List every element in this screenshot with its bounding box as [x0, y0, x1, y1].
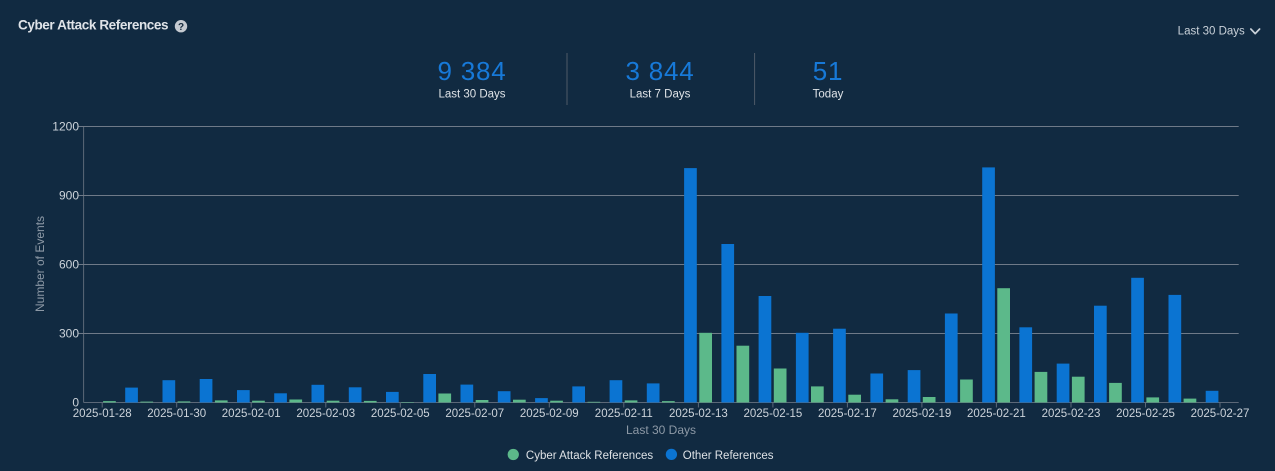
- svg-text:1200: 1200: [52, 120, 79, 134]
- svg-text:2025-01-30: 2025-01-30: [147, 408, 206, 420]
- svg-text:2025-02-05: 2025-02-05: [371, 408, 430, 420]
- svg-text:600: 600: [59, 258, 79, 272]
- svg-text:Last 30 Days: Last 30 Days: [626, 423, 696, 437]
- svg-text:2025-02-17: 2025-02-17: [818, 408, 877, 420]
- svg-text:0: 0: [72, 396, 79, 410]
- svg-text:Last 30 Days: Last 30 Days: [1178, 26, 1245, 38]
- svg-text:2025-02-01: 2025-02-01: [222, 408, 281, 420]
- svg-text:Last 7 Days: Last 7 Days: [630, 88, 691, 100]
- svg-text:2025-02-09: 2025-02-09: [520, 408, 579, 420]
- svg-text:2025-02-11: 2025-02-11: [595, 408, 653, 420]
- svg-text:Cyber Attack References: Cyber Attack References: [18, 18, 168, 33]
- svg-text:2025-02-21: 2025-02-21: [967, 408, 1026, 420]
- svg-text:2025-02-13: 2025-02-13: [669, 408, 728, 420]
- svg-text:?: ?: [178, 22, 184, 33]
- svg-text:Other References: Other References: [683, 450, 774, 462]
- svg-text:2025-02-03: 2025-02-03: [296, 408, 355, 420]
- svg-text:Today: Today: [813, 88, 844, 100]
- svg-text:300: 300: [59, 327, 79, 341]
- svg-text:2025-02-19: 2025-02-19: [892, 408, 951, 420]
- svg-text:2025-02-07: 2025-02-07: [445, 408, 504, 420]
- svg-text:900: 900: [59, 189, 79, 203]
- svg-text:Last 30 Days: Last 30 Days: [438, 88, 505, 100]
- svg-text:Cyber Attack References: Cyber Attack References: [526, 450, 653, 462]
- svg-text:2025-02-23: 2025-02-23: [1042, 408, 1101, 420]
- svg-text:2025-01-28: 2025-01-28: [73, 408, 132, 420]
- svg-text:3 844: 3 844: [625, 56, 694, 86]
- svg-text:2025-02-25: 2025-02-25: [1116, 408, 1175, 420]
- svg-text:51: 51: [813, 56, 844, 86]
- svg-text:Number of Events: Number of Events: [33, 216, 47, 312]
- svg-text:2025-02-15: 2025-02-15: [743, 408, 802, 420]
- svg-text:2025-02-27: 2025-02-27: [1191, 408, 1250, 420]
- svg-text:9 384: 9 384: [437, 56, 506, 86]
